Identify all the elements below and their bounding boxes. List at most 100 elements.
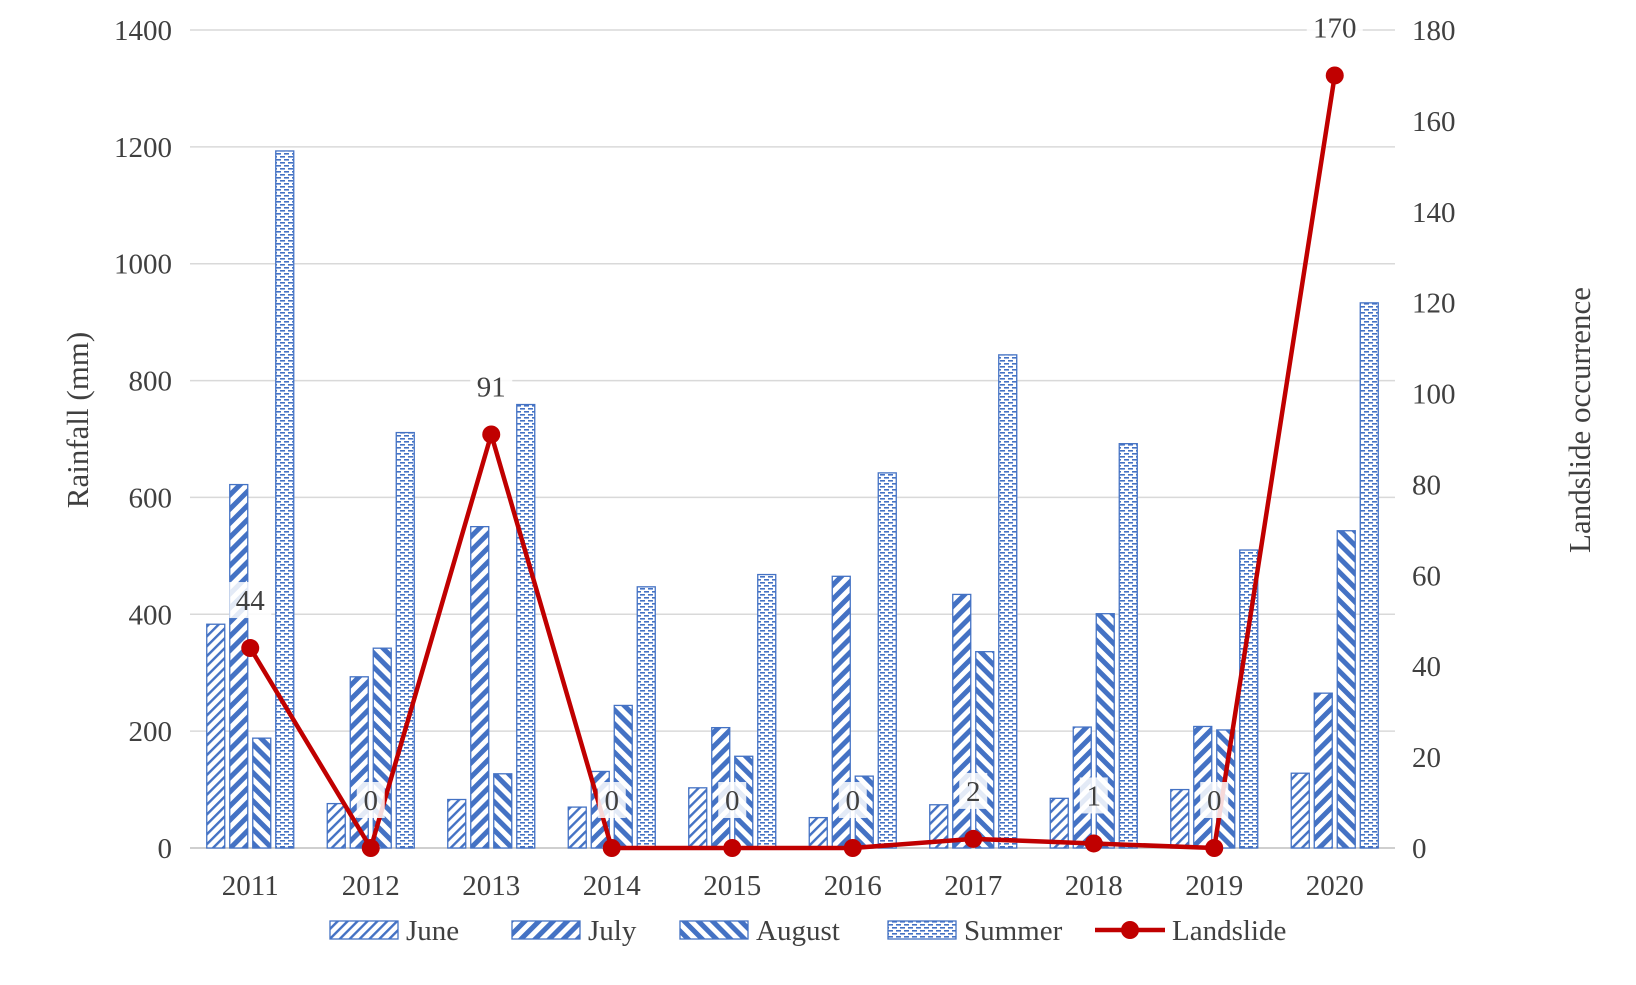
data-label-box [959, 772, 988, 809]
data-label: 0 [725, 785, 740, 817]
landslide-marker [964, 829, 983, 848]
bar-june [929, 804, 949, 849]
bar-august [372, 647, 392, 849]
data-label-box [1200, 782, 1229, 818]
bar-july [1313, 692, 1333, 849]
y-tick-label: 800 [129, 366, 173, 398]
y2-tick-label: 80 [1412, 469, 1441, 501]
landslide-marker [1084, 834, 1103, 853]
bar-june [1049, 797, 1069, 849]
y-axis-title: Rainfall (mm) [60, 332, 95, 508]
bar-june [808, 816, 828, 849]
x-tick-label: 2017 [944, 870, 1002, 902]
bar-august [613, 704, 633, 849]
gridlines [190, 29, 1395, 849]
y2-tick-label: 0 [1412, 833, 1427, 865]
y2-tick-label: 160 [1412, 106, 1456, 138]
bar-july [952, 593, 972, 849]
data-label: 0 [846, 785, 861, 817]
y2-tick-label: 180 [1412, 15, 1456, 47]
data-label: 2 [966, 776, 981, 808]
y2-axis-title: Landslide occurrence [1562, 287, 1597, 553]
landslide-marker [843, 839, 862, 857]
bar-series [206, 150, 1379, 849]
y2-tick-label: 120 [1412, 288, 1456, 320]
bar-summer [757, 573, 777, 849]
x-tick-label: 2016 [824, 870, 882, 902]
y2-tick-label: 20 [1412, 742, 1441, 774]
bar-summer [395, 431, 415, 849]
data-label: 0 [1207, 785, 1222, 817]
data-label-box [838, 782, 867, 818]
category-axis-ticks: 2011 2012 2013 2014 2015 2016 2017 2018 2019 2020 [222, 870, 1364, 902]
landslide-marker [241, 639, 260, 658]
data-label: 0 [364, 785, 379, 817]
x-tick-label: 2019 [1185, 870, 1243, 902]
legend-label-summer: Summer [964, 915, 1063, 947]
x-tick-label: 2011 [222, 870, 279, 902]
bar-june [1170, 788, 1190, 849]
y-tick-label: 0 [158, 833, 173, 865]
bar-june [447, 798, 467, 849]
bar-summer [636, 586, 656, 849]
legend: June July August Summer Landslide [329, 915, 1286, 947]
landslide-marker [1205, 839, 1224, 857]
data-labels: 44 0 91 0 0 0 2 1 0 170 [229, 9, 1363, 818]
bar-august [493, 773, 513, 849]
landslide-line [248, 75, 1337, 851]
data-label-box [1306, 9, 1363, 46]
x-tick-label: 2015 [703, 870, 761, 902]
legend-label-landslide: Landslide [1172, 915, 1286, 947]
x-tick-label: 2018 [1065, 870, 1123, 902]
y-tick-label: 400 [129, 599, 173, 631]
landslide-line-series [241, 66, 1344, 857]
bar-june [206, 623, 226, 849]
landslide-marker [482, 425, 501, 444]
y-tick-label: 600 [129, 482, 173, 514]
data-label: 170 [1313, 12, 1357, 44]
bar-summer [516, 403, 536, 849]
bar-august [1336, 530, 1356, 849]
data-label-box [356, 782, 385, 818]
legend-label-june: June [406, 915, 459, 947]
bar-august [975, 651, 995, 849]
primary-axis-ticks: 0 200 400 600 800 1000 1200 1400 [114, 15, 172, 865]
data-label: 1 [1087, 780, 1102, 812]
data-label-box [597, 782, 626, 818]
bar-summer [1118, 443, 1138, 849]
y2-tick-label: 40 [1412, 651, 1441, 683]
bar-july [470, 525, 490, 849]
y-tick-label: 1000 [114, 249, 172, 281]
bar-june [326, 802, 346, 849]
landslide-marker [361, 839, 380, 857]
x-tick-label: 2012 [342, 870, 400, 902]
data-label: 91 [477, 371, 506, 403]
legend-label-july: July [588, 915, 637, 947]
x-tick-label: 2020 [1306, 870, 1364, 902]
bar-june [1290, 772, 1310, 849]
data-label-box [718, 782, 747, 818]
bar-summer [275, 150, 295, 849]
legend-label-august: August [756, 915, 840, 947]
secondary-axis-ticks: 0 20 40 60 80 100 120 140 160 180 [1412, 15, 1456, 865]
bar-summer [1359, 302, 1379, 849]
data-label: 0 [605, 785, 620, 817]
legend-swatch-august [679, 920, 749, 940]
bar-july [229, 483, 249, 849]
data-label: 44 [236, 585, 266, 617]
y2-tick-label: 60 [1412, 560, 1441, 592]
data-label-box [1079, 777, 1108, 814]
y-tick-label: 1200 [114, 132, 172, 164]
data-label-box [229, 582, 272, 619]
legend-swatch-summer [887, 920, 957, 940]
landslide-marker [602, 839, 621, 857]
landslide-marker [723, 839, 742, 857]
y-tick-label: 200 [129, 716, 173, 748]
legend-marker-landslide [1121, 921, 1139, 939]
landslide-marker [1325, 66, 1344, 85]
y2-tick-label: 100 [1412, 379, 1456, 411]
x-tick-label: 2014 [583, 870, 642, 902]
y2-tick-label: 140 [1412, 197, 1456, 229]
bar-june [688, 787, 708, 849]
